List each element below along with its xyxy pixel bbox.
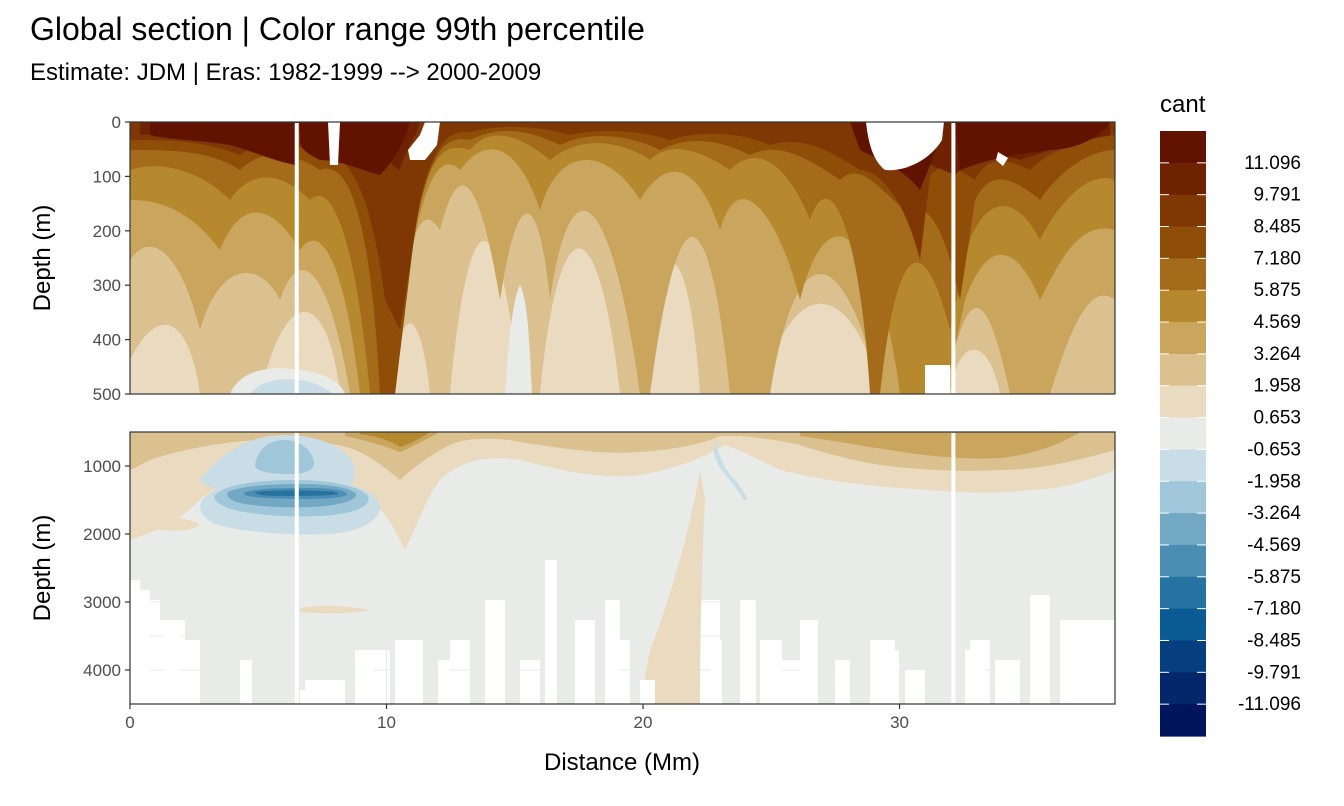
x-tick-label: 10	[377, 713, 396, 732]
legend-label: 3.264	[1253, 344, 1301, 365]
legend-swatch	[1160, 672, 1206, 705]
legend-label: 7.180	[1253, 248, 1301, 269]
nodata-mask-upper-1	[328, 122, 340, 165]
nodata-mask-upper-2	[408, 122, 440, 160]
legend-label: -5.875	[1247, 567, 1301, 588]
legend-swatch	[1160, 194, 1206, 228]
y-axis-lower: 1000 2000 3000 4000	[83, 457, 130, 680]
y-tick-label: 100	[93, 167, 121, 186]
legend-swatch	[1160, 640, 1206, 673]
legend-swatch	[1160, 162, 1206, 196]
contour-neg-2-lower	[255, 440, 315, 474]
y-axis-upper: 0 100 200 300 400 500	[93, 113, 130, 404]
legend-swatch	[1160, 481, 1206, 514]
x-tick-label: 30	[890, 713, 909, 732]
panel-upper-border	[129, 121, 1116, 395]
panel-upper-contours	[130, 122, 1115, 394]
nodata-mask-upper-4	[925, 365, 950, 394]
contour-4569-lower	[360, 432, 430, 447]
legend-swatch	[1160, 385, 1206, 419]
station-gaps	[294, 123, 956, 703]
panel-lower-contours	[130, 432, 1115, 704]
legend-swatch	[1160, 449, 1206, 482]
legend-label: 0.653	[1253, 408, 1301, 429]
legend-label: -8.485	[1247, 630, 1301, 651]
station-gap-line	[951, 123, 956, 393]
legend-swatch	[1160, 417, 1206, 451]
y-tick-label: 0	[112, 113, 121, 132]
legend-swatch	[1160, 322, 1206, 355]
legend-label: -11.096	[1238, 694, 1301, 715]
contour-warm-streak-lower	[640, 470, 705, 704]
y-tick-label: 4000	[83, 661, 121, 680]
y-tick-label: 500	[93, 385, 121, 404]
x-tick-label: 20	[634, 713, 653, 732]
legend-label: -1.958	[1247, 471, 1301, 492]
legend-label: 11.096	[1244, 153, 1301, 174]
legend-labels: 11.096 9.791 8.485 7.180 5.875 4.569 3.264 1.95…	[1238, 153, 1301, 715]
legend-label: 9.791	[1253, 185, 1301, 206]
nodata-mask-upper-3	[866, 122, 944, 171]
legend-colorbar	[1160, 131, 1206, 737]
nodata-comb-lower	[130, 560, 1115, 704]
y-axis-title-lower: Depth (m)	[29, 515, 56, 622]
legend-swatch	[1160, 513, 1206, 546]
contour-warm-spot-lower	[150, 517, 370, 614]
legend-label: -9.791	[1247, 662, 1301, 683]
legend-label: 1.958	[1253, 376, 1301, 397]
x-tick-label: 0	[125, 713, 134, 732]
y-tick-label: 200	[93, 222, 121, 241]
legend-label: 5.875	[1253, 280, 1301, 301]
legend-swatch	[1160, 576, 1206, 610]
panel-lower	[129, 431, 1116, 705]
y-tick-label: 400	[93, 331, 121, 350]
y-axis-title-upper: Depth (m)	[29, 205, 56, 312]
legend-label: -0.653	[1247, 439, 1301, 460]
station-gap-line	[294, 123, 299, 393]
contour-neg-streak-lower	[713, 440, 748, 500]
x-axis-title: Distance (Mm)	[544, 749, 700, 776]
legend-label: -3.264	[1247, 503, 1301, 524]
panel-upper	[129, 121, 1116, 395]
contour-3264-lower	[345, 432, 1080, 459]
legend-label: -7.180	[1247, 599, 1301, 620]
legend-swatch	[1160, 290, 1206, 323]
y-tick-label: 300	[93, 276, 121, 295]
colorbar-legend: cant 11.096 9.791 8.485 7.180 5.875 4.569 3.26…	[1160, 91, 1301, 737]
y-tick-label: 1000	[83, 457, 121, 476]
legend-title: cant	[1160, 91, 1206, 118]
legend-swatch	[1160, 544, 1206, 578]
legend-swatch	[1160, 704, 1206, 737]
station-gap-line	[294, 433, 299, 703]
legend-label: 4.569	[1253, 312, 1301, 333]
legend-label: -4.569	[1247, 535, 1301, 556]
panel-lower-border	[129, 431, 1116, 705]
legend-swatch	[1160, 258, 1206, 291]
legend-label: 8.485	[1253, 217, 1301, 238]
y-tick-label: 2000	[83, 525, 121, 544]
legend-swatch	[1160, 226, 1206, 259]
y-tick-label: 3000	[83, 593, 121, 612]
contour-light-strip-upper	[505, 285, 532, 394]
chart-subtitle: Estimate: JDM | Eras: 1982-1999 --> 2000…	[30, 59, 542, 86]
x-axis: 0 10 20 30	[125, 704, 909, 732]
nodata-mask-upper-5	[996, 152, 1008, 166]
contour-negative-core-upper	[250, 379, 332, 394]
legend-swatch	[1160, 131, 1206, 164]
legend-swatch	[1160, 353, 1206, 387]
station-gap-line	[951, 433, 956, 703]
legend-swatch	[1160, 608, 1206, 642]
chart-title: Global section | Color range 99th percen…	[30, 11, 645, 47]
